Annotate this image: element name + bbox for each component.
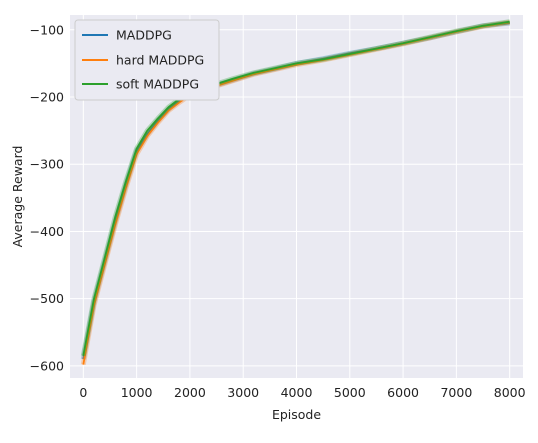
y-tick-label: −300 <box>30 157 64 172</box>
x-tick-label: 3000 <box>227 385 259 400</box>
y-axis-title: Average Reward <box>10 146 25 248</box>
x-tick-label: 8000 <box>494 385 526 400</box>
series-layer <box>80 19 511 366</box>
y-tick-label: −500 <box>30 291 64 306</box>
x-tick-label: 4000 <box>281 385 313 400</box>
x-tick-label: 7000 <box>440 385 472 400</box>
y-tick-label: −600 <box>30 358 64 373</box>
legend: MADDPG hard MADDPG soft MADDPG <box>74 19 220 101</box>
y-tick-label: −400 <box>30 224 64 239</box>
x-tick-label: 6000 <box>387 385 419 400</box>
legend-label-maddpg: MADDPG <box>116 28 172 43</box>
legend-label-hard-maddpg: hard MADDPG <box>116 53 204 68</box>
x-tick-label: 1000 <box>121 385 153 400</box>
y-tick-label: −200 <box>30 90 64 105</box>
x-tick-label: 5000 <box>334 385 366 400</box>
x-tick-label: 0 <box>79 385 87 400</box>
legend-box <box>74 19 220 101</box>
x-tick-labels: 0 1000 2000 3000 4000 5000 6000 7000 8000 <box>79 385 525 400</box>
y-tick-label: −100 <box>30 22 64 37</box>
x-tick-label: 2000 <box>174 385 206 400</box>
y-tick-labels: −600 −500 −400 −300 −200 −100 <box>30 22 64 373</box>
series-line-soft-maddpg <box>82 20 510 356</box>
x-axis-title: Episode <box>272 407 321 422</box>
legend-label-soft-maddpg: soft MADDPG <box>116 77 199 92</box>
